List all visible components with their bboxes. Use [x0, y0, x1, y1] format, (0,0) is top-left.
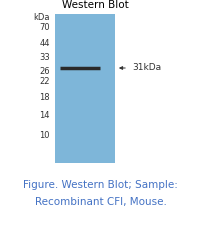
Bar: [55, 14, 114, 163]
Text: 10: 10: [39, 131, 50, 140]
Text: 44: 44: [39, 39, 50, 49]
Text: 18: 18: [39, 92, 50, 101]
Text: 33: 33: [39, 54, 50, 62]
Text: 70: 70: [39, 24, 50, 32]
Text: 26: 26: [39, 67, 50, 76]
Text: Western Blot: Western Blot: [61, 0, 128, 10]
Text: Recombinant CFI, Mouse.: Recombinant CFI, Mouse.: [34, 197, 166, 207]
Text: kDa: kDa: [33, 13, 50, 22]
Text: 31kDa: 31kDa: [131, 64, 160, 72]
Text: 22: 22: [39, 77, 50, 86]
Text: Figure. Western Blot; Sample:: Figure. Western Blot; Sample:: [23, 180, 177, 190]
Text: 14: 14: [39, 111, 50, 121]
